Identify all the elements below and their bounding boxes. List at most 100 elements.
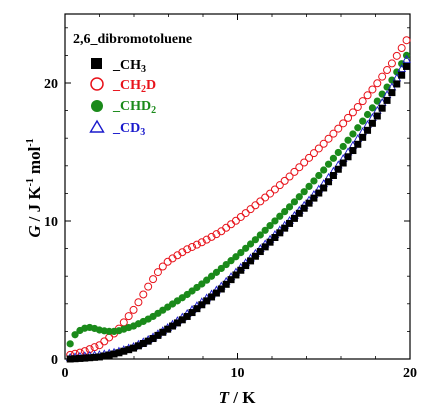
- point-chd2: [349, 130, 357, 138]
- point-chd2: [251, 236, 260, 244]
- point-ch3: [159, 328, 167, 336]
- point-ch3: [237, 266, 245, 274]
- point-ch2d: [192, 240, 201, 249]
- point-ch2d: [373, 79, 382, 88]
- point-ch3: [193, 305, 201, 313]
- point-ch3: [359, 133, 367, 141]
- point-chd2: [334, 148, 342, 157]
- x-tick-label: 20: [403, 366, 417, 381]
- point-chd2: [324, 160, 333, 168]
- point-ch3: [110, 350, 118, 358]
- point-chd2: [207, 272, 216, 280]
- point-chd2: [261, 226, 269, 234]
- point-ch2d: [353, 102, 362, 111]
- point-chd2: [242, 244, 250, 252]
- y-axis-unit-mol: mol: [25, 146, 44, 174]
- point-ch3: [393, 80, 401, 88]
- point-ch2d: [285, 172, 294, 181]
- point-chd2: [368, 104, 377, 112]
- point-ch3: [173, 319, 181, 327]
- point-ch2d: [295, 163, 304, 172]
- point-ch3: [212, 289, 220, 297]
- point-chd2: [344, 136, 352, 144]
- series-chd2: [66, 51, 411, 348]
- point-chd2: [300, 188, 308, 196]
- point-chd2: [354, 124, 362, 132]
- point-chd2: [271, 217, 279, 225]
- point-ch2d: [100, 337, 109, 346]
- point-ch2d: [251, 201, 260, 210]
- point-ch2d: [222, 223, 231, 232]
- point-chd2: [212, 268, 221, 276]
- point-ch2d: [197, 238, 206, 247]
- y-tick-label: 10: [44, 215, 58, 230]
- y-tick-label: 20: [44, 77, 58, 92]
- point-ch3: [349, 147, 357, 155]
- point-ch2d: [290, 167, 299, 176]
- legend-label-ch2d-sub: 2: [141, 84, 146, 95]
- point-ch3: [378, 104, 386, 112]
- legend-label-ch2d-main: _CH: [112, 78, 141, 93]
- point-ch3: [164, 325, 172, 333]
- point-chd2: [71, 331, 79, 339]
- point-ch2d: [261, 193, 270, 202]
- point-ch2d: [246, 205, 255, 214]
- point-ch2d: [348, 108, 357, 117]
- x-tick-label: 0: [62, 366, 69, 381]
- legend-label-ch3-sub: 3: [141, 64, 146, 75]
- point-ch3: [266, 238, 274, 246]
- point-ch3: [368, 119, 376, 127]
- point-ch3: [315, 189, 323, 197]
- point-chd2: [285, 203, 294, 211]
- legend: 2,6_dibromotoluene _CH3 _CH2D _CHD2 _CD3: [73, 32, 192, 138]
- point-ch3: [105, 351, 113, 359]
- point-ch3: [66, 355, 74, 363]
- point-ch3: [86, 354, 94, 362]
- legend-label-ch2d-after: D: [146, 78, 156, 93]
- point-ch2d: [314, 144, 323, 153]
- point-ch3: [91, 353, 99, 361]
- point-ch3: [256, 248, 264, 256]
- point-ch2d: [392, 51, 401, 60]
- point-ch3: [154, 331, 162, 339]
- legend-label-chd2: _CHD2: [112, 99, 156, 116]
- point-chd2: [237, 248, 245, 257]
- point-chd2: [290, 198, 299, 206]
- point-ch2d: [280, 176, 289, 185]
- point-ch3: [198, 301, 206, 309]
- point-ch3: [242, 262, 250, 270]
- point-ch2d: [383, 66, 392, 75]
- point-chd2: [66, 340, 74, 348]
- point-ch2d: [207, 232, 216, 241]
- point-ch2d: [105, 333, 114, 342]
- point-chd2: [305, 182, 313, 191]
- point-ch2d: [329, 129, 338, 138]
- point-ch3: [329, 171, 337, 179]
- point-chd2: [363, 110, 372, 119]
- legend-label-cd3-main: _CD: [112, 121, 140, 136]
- point-chd2: [320, 166, 328, 174]
- point-chd2: [198, 280, 206, 288]
- legend-label-ch3: _CH3: [112, 58, 146, 75]
- point-ch3: [339, 159, 347, 167]
- legend-label-cd3-sub: 3: [140, 127, 145, 138]
- point-ch2d: [163, 257, 172, 266]
- point-ch2d: [227, 220, 236, 229]
- point-ch2d: [334, 124, 343, 133]
- point-ch3: [232, 271, 240, 279]
- point-chd2: [378, 90, 386, 98]
- point-ch2d: [202, 235, 211, 244]
- point-ch3: [300, 204, 308, 212]
- x-axis-title: T / K: [219, 388, 257, 407]
- point-ch3: [208, 293, 216, 301]
- point-ch3: [403, 62, 411, 70]
- point-ch2d: [95, 341, 104, 350]
- point-chd2: [339, 142, 347, 151]
- point-ch3: [286, 219, 294, 227]
- point-ch2d: [305, 153, 314, 162]
- y-axis-var: G: [25, 225, 44, 238]
- point-ch3: [305, 199, 313, 207]
- point-ch2d: [324, 134, 333, 143]
- point-ch3: [203, 297, 211, 305]
- y-axis-unit-exp1: -1: [25, 178, 36, 186]
